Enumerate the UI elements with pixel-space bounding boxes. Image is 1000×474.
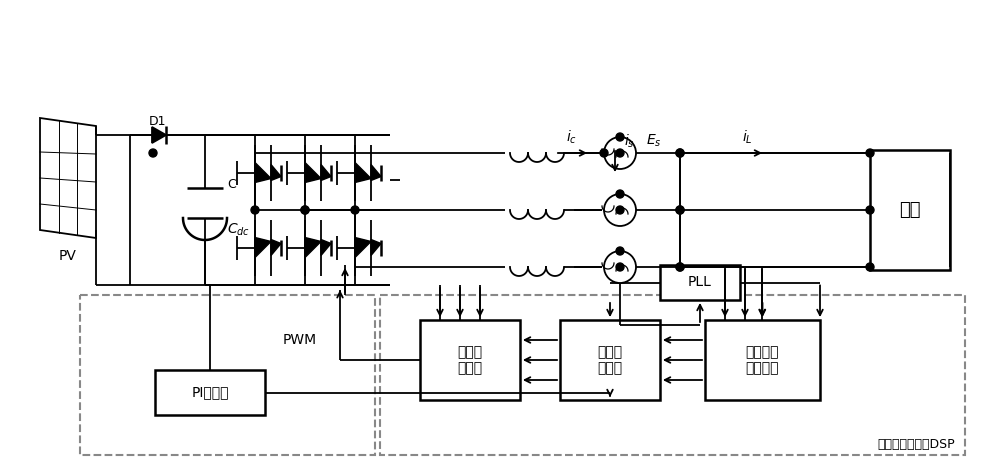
Circle shape xyxy=(866,206,874,214)
Circle shape xyxy=(616,133,624,141)
Circle shape xyxy=(866,263,874,271)
Circle shape xyxy=(604,137,636,169)
Bar xyxy=(80,295,375,455)
Polygon shape xyxy=(371,164,381,181)
Text: $i_c$: $i_c$ xyxy=(566,128,578,146)
Circle shape xyxy=(600,149,608,157)
Polygon shape xyxy=(321,239,331,255)
Text: $C_{dc}$: $C_{dc}$ xyxy=(227,222,250,238)
Polygon shape xyxy=(271,239,281,255)
Bar xyxy=(380,295,965,455)
Polygon shape xyxy=(255,237,271,257)
Text: C: C xyxy=(227,177,236,191)
Circle shape xyxy=(866,149,874,157)
Circle shape xyxy=(676,149,684,157)
Circle shape xyxy=(616,190,624,198)
Bar xyxy=(870,150,950,270)
Text: PWM: PWM xyxy=(283,333,317,347)
Bar xyxy=(705,320,820,400)
Circle shape xyxy=(616,247,624,255)
Polygon shape xyxy=(255,163,271,182)
Text: $i_s$: $i_s$ xyxy=(624,132,634,150)
Circle shape xyxy=(616,149,624,157)
Text: 负载: 负载 xyxy=(899,201,921,219)
Text: 电流跟
踪控制: 电流跟 踪控制 xyxy=(457,345,483,375)
Circle shape xyxy=(351,206,359,214)
Polygon shape xyxy=(321,164,331,181)
Circle shape xyxy=(251,206,259,214)
Text: 数字信号处理器DSP: 数字信号处理器DSP xyxy=(877,438,955,452)
Circle shape xyxy=(676,206,684,214)
Polygon shape xyxy=(271,164,281,181)
Polygon shape xyxy=(40,118,96,238)
Circle shape xyxy=(301,206,309,214)
Polygon shape xyxy=(371,239,381,255)
Text: $i_L$: $i_L$ xyxy=(742,128,752,146)
Polygon shape xyxy=(152,127,166,143)
Text: 谐波无功
电流检测: 谐波无功 电流检测 xyxy=(746,345,779,375)
Circle shape xyxy=(676,263,684,271)
Polygon shape xyxy=(355,237,371,257)
Circle shape xyxy=(604,194,636,226)
Bar xyxy=(155,370,265,415)
Text: $E_s$: $E_s$ xyxy=(646,133,662,149)
Circle shape xyxy=(301,206,309,214)
Bar xyxy=(560,320,660,400)
Text: PLL: PLL xyxy=(688,275,712,290)
Polygon shape xyxy=(355,163,371,182)
Text: D1: D1 xyxy=(149,115,167,128)
Circle shape xyxy=(149,149,157,157)
Circle shape xyxy=(616,263,624,271)
Circle shape xyxy=(616,206,624,214)
Polygon shape xyxy=(305,237,321,257)
Circle shape xyxy=(676,263,684,271)
Polygon shape xyxy=(305,163,321,182)
Text: PI调节器: PI调节器 xyxy=(191,385,229,400)
Circle shape xyxy=(676,149,684,157)
Bar xyxy=(420,320,520,400)
Text: PV: PV xyxy=(59,249,77,263)
Circle shape xyxy=(676,206,684,214)
Bar xyxy=(660,265,740,300)
Text: 指令电
流计算: 指令电 流计算 xyxy=(597,345,623,375)
Circle shape xyxy=(604,251,636,283)
